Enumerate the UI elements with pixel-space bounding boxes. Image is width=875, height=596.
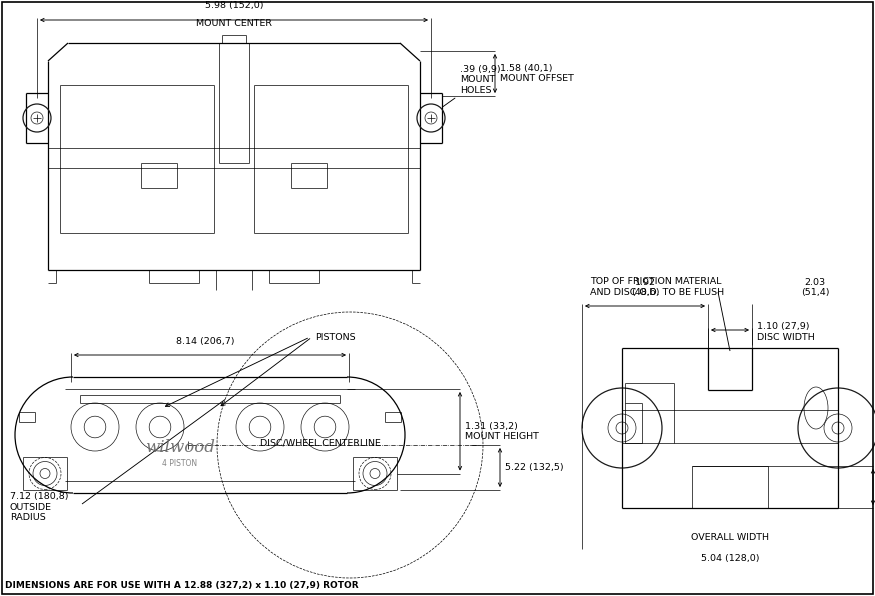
Text: 4 PISTON: 4 PISTON: [163, 458, 198, 467]
Text: DISC/WHEEL CENTERLINE: DISC/WHEEL CENTERLINE: [260, 439, 381, 448]
Text: 2.03
(51,4): 2.03 (51,4): [801, 278, 829, 297]
Text: 5.04 (128,0): 5.04 (128,0): [701, 554, 760, 563]
Text: TOP OF FRICTION MATERIAL
AND DISC O.D. TO BE FLUSH: TOP OF FRICTION MATERIAL AND DISC O.D. T…: [590, 277, 724, 297]
Text: DIMENSIONS ARE FOR USE WITH A 12.88 (327,2) x 1.10 (27,9) ROTOR: DIMENSIONS ARE FOR USE WITH A 12.88 (327…: [5, 581, 359, 590]
Text: .39 (9,9)
MOUNT
HOLES: .39 (9,9) MOUNT HOLES: [443, 65, 500, 107]
Text: wilwood: wilwood: [145, 439, 215, 455]
Text: 1.10 (27,9)
DISC WIDTH: 1.10 (27,9) DISC WIDTH: [757, 322, 815, 342]
Text: PISTONS: PISTONS: [315, 333, 355, 342]
Text: 5.22 (132,5): 5.22 (132,5): [505, 463, 564, 472]
Text: OVERALL WIDTH: OVERALL WIDTH: [691, 533, 769, 542]
Text: MOUNT CENTER: MOUNT CENTER: [196, 19, 272, 28]
Text: 7.12 (180,8)
OUTSIDE
RADIUS: 7.12 (180,8) OUTSIDE RADIUS: [10, 492, 68, 522]
Text: 1.58 (40,1)
MOUNT OFFSET: 1.58 (40,1) MOUNT OFFSET: [500, 64, 574, 83]
Text: 5.98 (152,0): 5.98 (152,0): [205, 1, 263, 10]
Text: 8.14 (206,7): 8.14 (206,7): [176, 337, 234, 346]
Text: 1.92
(48,6): 1.92 (48,6): [631, 278, 659, 297]
Text: 1.31 (33,2)
MOUNT HEIGHT: 1.31 (33,2) MOUNT HEIGHT: [465, 421, 539, 441]
